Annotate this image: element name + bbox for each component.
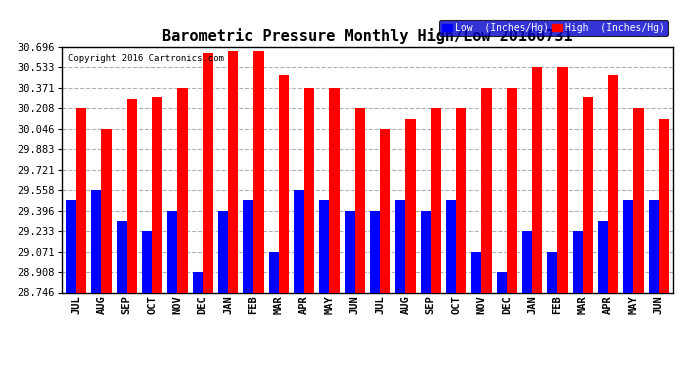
Bar: [244, 200, 253, 375]
Bar: [66, 200, 76, 375]
Bar: [218, 211, 228, 375]
Bar: [279, 75, 289, 375]
Bar: [583, 97, 593, 375]
Bar: [598, 221, 608, 375]
Bar: [471, 252, 482, 375]
Bar: [482, 88, 491, 375]
Bar: [547, 252, 558, 375]
Bar: [101, 129, 112, 375]
Bar: [177, 88, 188, 375]
Bar: [456, 108, 466, 375]
Bar: [228, 51, 238, 375]
Bar: [649, 200, 659, 375]
Bar: [319, 200, 329, 375]
Bar: [253, 51, 264, 375]
Bar: [395, 200, 406, 375]
Bar: [127, 99, 137, 375]
Bar: [152, 97, 162, 375]
Bar: [193, 272, 203, 375]
Legend: Low  (Inches/Hg), High  (Inches/Hg): Low (Inches/Hg), High (Inches/Hg): [439, 20, 668, 36]
Bar: [304, 88, 314, 375]
Bar: [117, 221, 127, 375]
Bar: [421, 211, 431, 375]
Bar: [497, 272, 506, 375]
Bar: [406, 118, 415, 375]
Bar: [268, 252, 279, 375]
Text: Copyright 2016 Cartronics.com: Copyright 2016 Cartronics.com: [68, 54, 224, 63]
Bar: [431, 108, 441, 375]
Bar: [380, 129, 391, 375]
Bar: [91, 190, 101, 375]
Bar: [522, 231, 532, 375]
Bar: [532, 68, 542, 375]
Bar: [294, 190, 304, 375]
Bar: [506, 88, 517, 375]
Bar: [370, 211, 380, 375]
Bar: [573, 231, 583, 375]
Bar: [355, 108, 365, 375]
Bar: [558, 68, 568, 375]
Bar: [446, 200, 456, 375]
Title: Barometric Pressure Monthly High/Low 20160731: Barometric Pressure Monthly High/Low 201…: [162, 28, 573, 44]
Bar: [344, 211, 355, 375]
Bar: [142, 231, 152, 375]
Bar: [203, 53, 213, 375]
Bar: [608, 75, 618, 375]
Bar: [76, 108, 86, 375]
Bar: [623, 200, 633, 375]
Bar: [633, 108, 644, 375]
Bar: [329, 88, 339, 375]
Bar: [167, 211, 177, 375]
Bar: [659, 118, 669, 375]
